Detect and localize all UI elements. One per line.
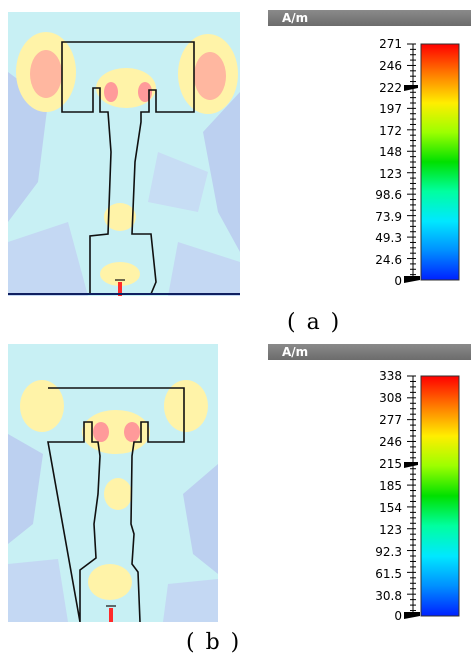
field-plot-b [8, 344, 218, 622]
legend-unit: A/m [268, 344, 471, 360]
tick-label: 185 [379, 479, 402, 493]
tick-label: 92.3 [375, 545, 402, 559]
tick-label: 49.3 [375, 231, 402, 245]
tick-label: 154 [379, 501, 402, 515]
tick-label: 0 [394, 609, 402, 623]
legend-unit: A/m [268, 10, 471, 26]
tick-label: 30.8 [375, 589, 402, 603]
legend-scale [404, 375, 460, 619]
tick-label: 215 [379, 457, 402, 471]
tick-label: 61.5 [375, 567, 402, 581]
caption-b: ( b ) [186, 630, 242, 655]
tick-label: 246 [379, 435, 402, 449]
legend-b: A/m 338 308 277 246 215 185 154 123 92.3… [268, 344, 471, 624]
tick-label: 98.6 [375, 188, 402, 202]
tick-label: 0 [394, 274, 402, 288]
caption-a: ( a ) [287, 310, 342, 335]
tick-label: 246 [379, 59, 402, 73]
field-plot-a [8, 12, 240, 296]
tick-label: 277 [379, 413, 402, 427]
tick-label: 222 [379, 81, 402, 95]
tick-label: 123 [379, 523, 402, 537]
tick-label: 123 [379, 167, 402, 181]
legend-scale [404, 43, 460, 283]
marker-arrow [404, 462, 418, 468]
zero-arrow [404, 276, 420, 283]
tick-label: 24.6 [375, 253, 402, 267]
tick-label: 73.9 [375, 210, 402, 224]
marker-arrow [404, 85, 418, 91]
legend-a: A/m 271 246 222 197 172 148 123 98.6 73.… [268, 10, 471, 294]
tick-label: 338 [379, 369, 402, 383]
tick-label: 308 [379, 391, 402, 405]
tick-label: 197 [379, 102, 402, 116]
zero-arrow [404, 612, 420, 619]
tick-label: 148 [379, 145, 402, 159]
tick-label: 172 [379, 124, 402, 138]
tick-label: 271 [379, 37, 402, 51]
